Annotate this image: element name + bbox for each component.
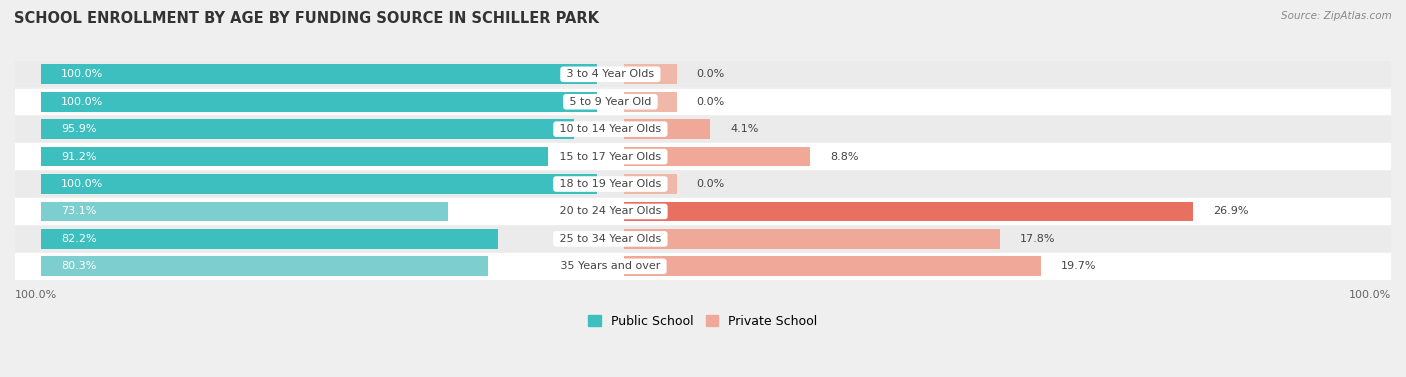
Bar (624, 229, 1001, 249)
Text: Source: ZipAtlas.com: Source: ZipAtlas.com (1281, 11, 1392, 21)
Text: 17.8%: 17.8% (1021, 234, 1056, 244)
Text: 26.9%: 26.9% (1213, 207, 1249, 216)
Bar (624, 256, 1040, 276)
Bar (15, 143, 1391, 170)
Bar (15, 198, 1391, 225)
Text: 0.0%: 0.0% (696, 97, 724, 107)
Text: 35 Years and over: 35 Years and over (557, 261, 664, 271)
Text: 10 to 14 Year Olds: 10 to 14 Year Olds (555, 124, 665, 134)
Text: SCHOOL ENROLLMENT BY AGE BY FUNDING SOURCE IN SCHILLER PARK: SCHOOL ENROLLMENT BY AGE BY FUNDING SOUR… (14, 11, 599, 26)
Text: 5 to 9 Year Old: 5 to 9 Year Old (567, 97, 655, 107)
Bar (15, 116, 1391, 143)
Bar (41, 92, 598, 112)
Text: 0.0%: 0.0% (696, 69, 724, 79)
Bar (624, 92, 676, 112)
Bar (624, 202, 1194, 221)
Text: 8.8%: 8.8% (830, 152, 858, 162)
Bar (41, 174, 598, 194)
Text: 25 to 34 Year Olds: 25 to 34 Year Olds (555, 234, 665, 244)
Text: 20 to 24 Year Olds: 20 to 24 Year Olds (555, 207, 665, 216)
Bar (41, 64, 598, 84)
Text: 100.0%: 100.0% (1348, 290, 1391, 300)
Text: 100.0%: 100.0% (62, 179, 104, 189)
Bar (41, 147, 548, 167)
Text: 100.0%: 100.0% (15, 290, 58, 300)
Text: 100.0%: 100.0% (62, 69, 104, 79)
Bar (41, 119, 575, 139)
Bar (624, 147, 810, 167)
Text: 3 to 4 Year Olds: 3 to 4 Year Olds (562, 69, 658, 79)
Text: 73.1%: 73.1% (62, 207, 97, 216)
Bar (41, 256, 488, 276)
Bar (15, 226, 1391, 252)
Bar (41, 229, 498, 249)
Text: 91.2%: 91.2% (62, 152, 97, 162)
Bar (15, 171, 1391, 197)
Bar (624, 119, 710, 139)
Bar (41, 202, 447, 221)
Text: 82.2%: 82.2% (62, 234, 97, 244)
Bar (624, 64, 676, 84)
Text: 0.0%: 0.0% (696, 179, 724, 189)
Text: 18 to 19 Year Olds: 18 to 19 Year Olds (555, 179, 665, 189)
Bar (15, 61, 1391, 87)
Text: 100.0%: 100.0% (62, 97, 104, 107)
Text: 80.3%: 80.3% (62, 261, 97, 271)
Text: 4.1%: 4.1% (730, 124, 759, 134)
Bar (15, 253, 1391, 279)
Bar (15, 89, 1391, 115)
Text: 95.9%: 95.9% (62, 124, 97, 134)
Legend: Public School, Private School: Public School, Private School (583, 310, 823, 333)
Text: 19.7%: 19.7% (1060, 261, 1097, 271)
Text: 15 to 17 Year Olds: 15 to 17 Year Olds (555, 152, 665, 162)
Bar (624, 174, 676, 194)
